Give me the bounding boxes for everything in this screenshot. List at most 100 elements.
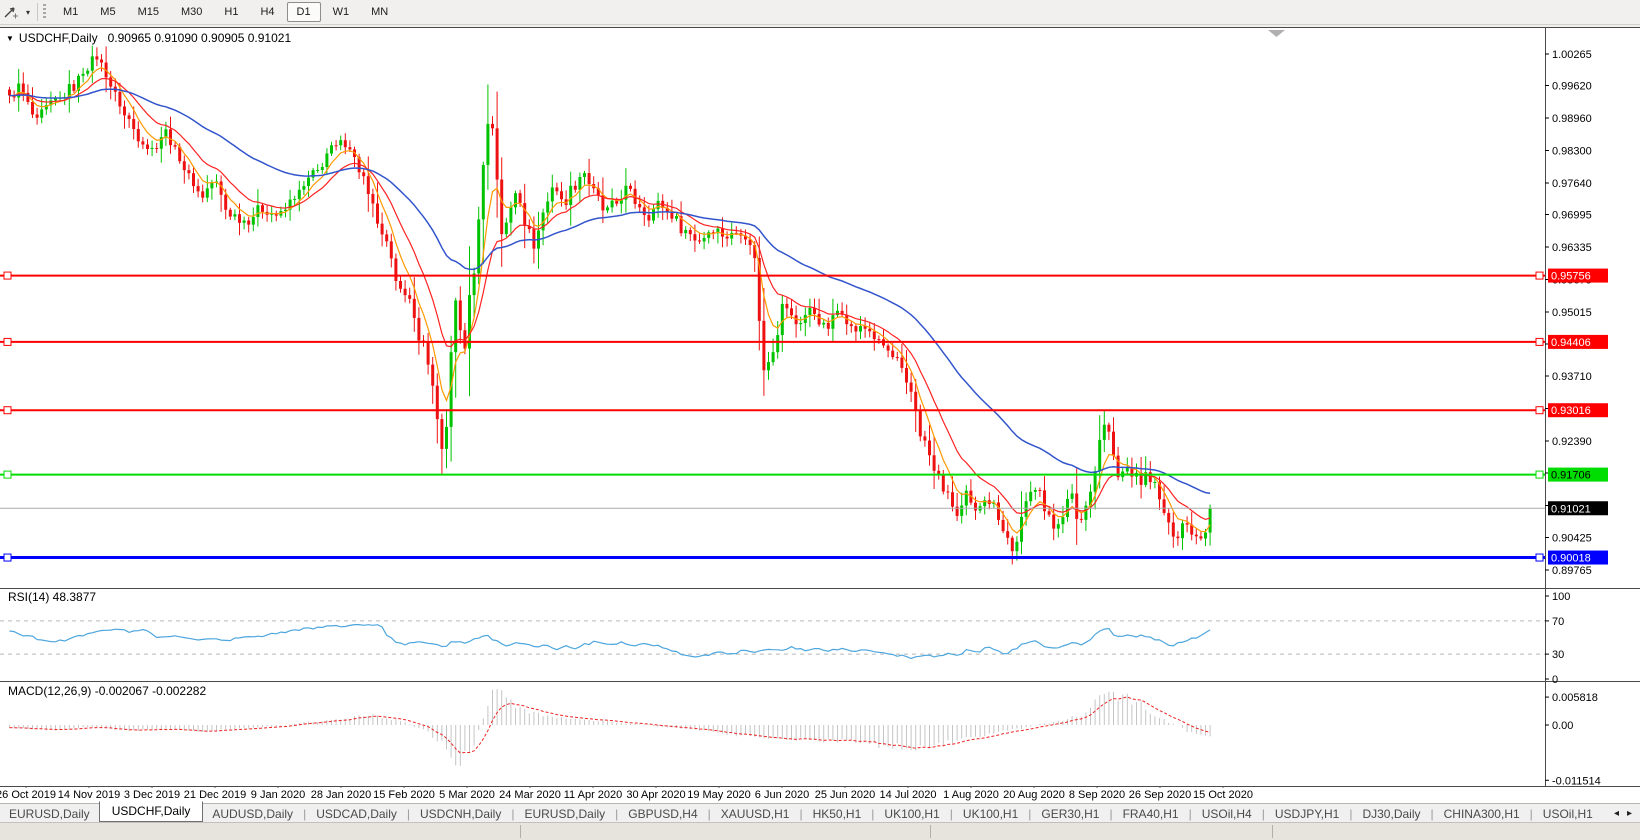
macd-scale-label: 0.00 [1552, 720, 1573, 732]
tab-separator: | [615, 806, 619, 821]
toolbar-dropdown-arrow[interactable]: ▾ [25, 7, 30, 17]
status-separator [1272, 825, 1273, 838]
date-label: 24 Mar 2020 [499, 789, 561, 801]
price-tick-label: 0.97640 [1552, 178, 1592, 190]
symbol-tab-UK100-H1[interactable]: UK100,H1 [884, 806, 940, 821]
hline-price-label [1548, 334, 1608, 349]
date-label: 20 Aug 2020 [1003, 789, 1065, 801]
symbol-tab-EURUSD-Daily[interactable]: EURUSD,Daily [9, 806, 90, 821]
hline-handle[interactable] [3, 271, 12, 280]
rsi-scale-label: 70 [1552, 616, 1564, 628]
price-tick-label: 0.96995 [1552, 210, 1592, 222]
tab-separator: | [511, 806, 515, 821]
date-label: 15 Oct 2020 [1193, 789, 1253, 801]
timeframe-button-H1[interactable]: H1 [224, 6, 239, 18]
tab-scroll-left-icon[interactable]: ◂ [1613, 808, 1619, 819]
hline-price-label-text: 0.91706 [1551, 470, 1591, 482]
tab-separator: | [406, 806, 410, 821]
date-label: 14 Jul 2020 [879, 789, 937, 801]
timeframe-button-W1[interactable]: W1 [332, 6, 350, 18]
symbol-tab-CHINA300-H1[interactable]: CHINA300,H1 [1443, 806, 1520, 821]
date-axis[interactable]: 26 Oct 2019 14 Nov 2019 3 Dec 2019 21 Dec 2… [0, 788, 1640, 803]
hline-price-label-text: 0.95756 [1551, 271, 1591, 283]
symbol-tab-USOil-H1[interactable]: USOil,H1 [1542, 806, 1593, 821]
hline-handle[interactable] [3, 337, 12, 346]
timeframe-button-M1[interactable]: M1 [63, 6, 79, 18]
symbol-tab-HK50-H1[interactable]: HK50,H1 [812, 806, 862, 821]
price-axis[interactable]: 1.00265 0.99620 0.98960 0.98300 0.97640 0.969… [1545, 49, 1592, 577]
horizontal-lines[interactable]: 0.95756 0.94406 0.93016 0.91706 0.90018 [0, 268, 1608, 565]
timeframe-toolbar: M1 M5 M15 M30 H1 H4 D1 W1 MN [52, 0, 399, 24]
pane-borders [0, 27, 1640, 787]
ma-slow-line [9, 88, 1211, 495]
candles[interactable] [8, 45, 1212, 565]
chart-canvas[interactable]: 1.00265 0.99620 0.98960 0.98300 0.97640 0.969… [0, 27, 1640, 788]
hline-handle[interactable] [1535, 553, 1544, 562]
rsi-pane[interactable]: 100 70 30 0 [0, 591, 1570, 686]
tab-separator: | [1109, 806, 1113, 821]
symbol-tab-USDCNH-Daily[interactable]: USDCNH,Daily [420, 806, 502, 821]
price-tick-label: 0.92390 [1552, 436, 1592, 448]
symbol-tab-AUDUSD-Daily[interactable]: AUDUSD,Daily [212, 806, 294, 821]
chart-collapse-icon[interactable]: ▼ [6, 34, 14, 43]
tab-separator: | [871, 806, 875, 821]
tab-separator: | [949, 806, 953, 821]
tab-separator: | [1349, 806, 1353, 821]
hline-handle[interactable] [1535, 470, 1544, 479]
rsi-scale-label: 100 [1552, 591, 1570, 603]
date-label: 28 Jan 2020 [310, 789, 372, 801]
tab-scroll-controls: ◂ ▸ [1606, 808, 1640, 819]
top-toolbar: ▾ M1 M5 M15 M30 H1 H4 D1 W1 MN [0, 0, 1640, 25]
macd-pane[interactable]: 0.005818 0.00 -0.011514 [9, 689, 1601, 787]
hline-handle[interactable] [1535, 337, 1544, 346]
hline-price-label-text: 0.90018 [1551, 553, 1591, 565]
timeframe-button-MN[interactable]: MN [371, 6, 389, 18]
hline-handle[interactable] [3, 406, 12, 415]
symbol-tab-USDJPY-H1[interactable]: USDJPY,H1 [1274, 806, 1340, 821]
symbol-tab-DJ30-Daily[interactable]: DJ30,Daily [1362, 806, 1421, 821]
symbol-tab-XAUUSD-H1[interactable]: XAUUSD,H1 [720, 806, 790, 821]
date-label: 26 Sep 2020 [1128, 789, 1192, 801]
tab-separator: | [1430, 806, 1434, 821]
rsi-scale-label: 30 [1552, 649, 1564, 661]
macd-signal-line [9, 696, 1211, 754]
tab-separator: | [1028, 806, 1032, 821]
hline-handle[interactable] [3, 470, 12, 479]
timeframe-button-M30[interactable]: M30 [180, 6, 203, 18]
status-separator [930, 825, 931, 838]
macd-scale-label: -0.011514 [1552, 775, 1601, 787]
status-separator [520, 825, 521, 838]
symbol-tab-GER30-H1[interactable]: GER30,H1 [1041, 806, 1100, 821]
price-tick-label: 0.99620 [1552, 81, 1592, 93]
symbol-tab-USDCAD-Daily[interactable]: USDCAD,Daily [316, 806, 397, 821]
symbol-tab-GBPUSD-H4[interactable]: GBPUSD,H4 [628, 806, 698, 821]
date-label: 19 May 2020 [687, 789, 751, 801]
chart-shift-triangle-icon[interactable] [1268, 30, 1285, 37]
hline-handle[interactable] [3, 553, 12, 562]
symbol-tabs: EURUSD,Daily USDCHF,Daily AUDUSD,Daily | USD… [0, 801, 1602, 824]
tab-scroll-right-icon[interactable]: ▸ [1626, 808, 1632, 819]
symbol-tab-FRA40-H1[interactable]: FRA40,H1 [1122, 806, 1179, 821]
date-label: 15 Feb 2020 [373, 789, 435, 801]
symbol-tab-USDCHF-Daily[interactable]: USDCHF,Daily [98, 801, 204, 822]
status-bar [0, 822, 1640, 840]
hline-handle[interactable] [1535, 406, 1544, 415]
date-ticks [25, 786, 1224, 788]
crosshair-tool-icon[interactable] [2, 3, 22, 21]
symbol-tab-UK100-H1[interactable]: UK100,H1 [962, 806, 1019, 821]
date-label: 26 Oct 2019 [0, 789, 56, 801]
hline-handle[interactable] [1535, 271, 1544, 280]
timeframe-button-M5[interactable]: M5 [100, 6, 116, 18]
timeframe-button-H4[interactable]: H4 [260, 6, 275, 18]
tab-separator: | [303, 806, 307, 821]
timeframe-button-D1[interactable]: D1 [286, 2, 321, 22]
date-label: 11 Apr 2020 [563, 789, 623, 801]
date-label: 30 Apr 2020 [626, 789, 686, 801]
tab-separator: | [707, 806, 711, 821]
date-label: 1 Aug 2020 [943, 789, 999, 801]
symbol-tab-USOil-H4[interactable]: USOil,H4 [1201, 806, 1252, 821]
symbol-tab-EURUSD-Daily[interactable]: EURUSD,Daily [524, 806, 606, 821]
moving-averages [9, 66, 1211, 534]
timeframe-button-M15[interactable]: M15 [137, 6, 159, 18]
